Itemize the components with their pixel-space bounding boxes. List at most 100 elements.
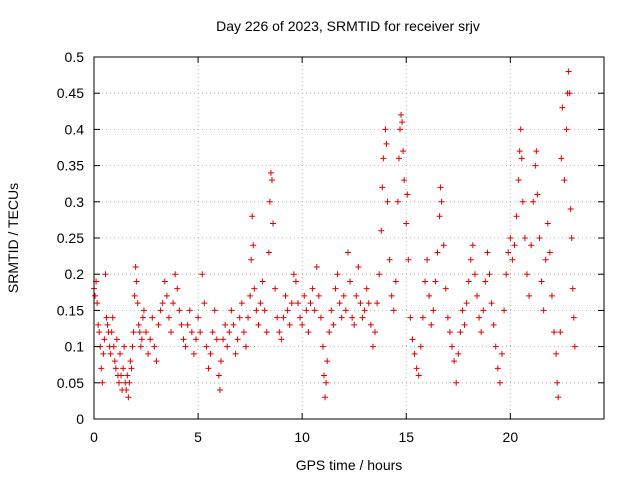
- data-point: [372, 329, 379, 336]
- data-point: [138, 336, 145, 343]
- chart-title: Day 226 of 2023, SRMTID for receiver srj…: [216, 18, 480, 34]
- data-point: [195, 314, 202, 321]
- data-point: [361, 307, 368, 314]
- data-point: [355, 263, 362, 270]
- data-point: [95, 321, 102, 328]
- data-point: [203, 343, 210, 350]
- data-point: [205, 365, 212, 372]
- data-point: [272, 285, 279, 292]
- data-point: [330, 321, 337, 328]
- data-point: [523, 271, 530, 278]
- data-point: [471, 271, 478, 278]
- data-point: [238, 300, 245, 307]
- data-point: [215, 372, 222, 379]
- data-point: [117, 350, 124, 357]
- data-point: [102, 271, 109, 278]
- data-point: [488, 300, 495, 307]
- data-point: [347, 278, 354, 285]
- x-tick-label: 5: [194, 429, 202, 445]
- data-point: [394, 198, 401, 205]
- data-point: [428, 321, 435, 328]
- y-tick-label: 0.5: [65, 49, 85, 65]
- data-point: [161, 278, 168, 285]
- data-point: [548, 292, 555, 299]
- data-point: [321, 372, 328, 379]
- data-point: [357, 300, 364, 307]
- data-point: [426, 292, 433, 299]
- data-point: [501, 307, 508, 314]
- data-point: [404, 191, 411, 198]
- data-point: [326, 329, 333, 336]
- y-tick-label: 0.35: [57, 158, 84, 174]
- data-point: [220, 336, 227, 343]
- data-point: [532, 162, 539, 169]
- data-point: [255, 321, 262, 328]
- data-point: [558, 155, 565, 162]
- data-point: [242, 343, 249, 350]
- data-point: [170, 300, 177, 307]
- data-point: [92, 292, 99, 299]
- data-point: [245, 314, 252, 321]
- data-point: [553, 350, 560, 357]
- data-point: [98, 365, 105, 372]
- data-point: [130, 329, 137, 336]
- data-point: [544, 220, 551, 227]
- y-tick-label: 0.25: [57, 230, 84, 246]
- data-point: [324, 358, 331, 365]
- data-point: [101, 336, 108, 343]
- data-point: [526, 292, 533, 299]
- data-point: [376, 271, 383, 278]
- data-point: [563, 126, 570, 133]
- data-point: [380, 155, 387, 162]
- data-point: [197, 329, 204, 336]
- data-point: [311, 307, 318, 314]
- data-point: [292, 278, 299, 285]
- data-point: [109, 314, 116, 321]
- data-point: [390, 307, 397, 314]
- data-point: [379, 184, 386, 191]
- data-point: [378, 227, 385, 234]
- data-point: [399, 119, 406, 126]
- data-point: [403, 220, 410, 227]
- data-point: [165, 314, 172, 321]
- axis-tick-labels: 0 0.05 0.1 0.15 0.2 0.25 0.3 0.35 0.4 0.45 0.5 0 5 10…: [57, 49, 519, 445]
- data-point: [125, 394, 132, 401]
- data-point: [315, 292, 322, 299]
- data-point: [542, 256, 549, 263]
- y-tick-label: 0.05: [57, 375, 84, 391]
- x-tick-label: 10: [294, 429, 310, 445]
- data-point: [103, 314, 110, 321]
- data-point: [319, 343, 326, 350]
- data-point: [249, 213, 256, 220]
- x-axis-label: GPS time / hours: [296, 457, 403, 473]
- data-point: [384, 198, 391, 205]
- data-point: [557, 329, 564, 336]
- data-point: [551, 329, 558, 336]
- data-point: [111, 358, 118, 365]
- data-point: [135, 321, 142, 328]
- data-point: [228, 307, 235, 314]
- data-point: [424, 256, 431, 263]
- data-point: [392, 278, 399, 285]
- data-point: [336, 300, 343, 307]
- data-point: [226, 329, 233, 336]
- data-point: [365, 300, 372, 307]
- data-point: [209, 329, 216, 336]
- data-point: [342, 307, 349, 314]
- data-point: [201, 300, 208, 307]
- data-point: [143, 329, 150, 336]
- data-point: [465, 278, 472, 285]
- data-point: [494, 365, 501, 372]
- data-point: [99, 379, 106, 386]
- data-point: [151, 343, 158, 350]
- data-point: [313, 263, 320, 270]
- data-point: [349, 314, 356, 321]
- data-point: [303, 307, 310, 314]
- data-point: [569, 285, 576, 292]
- data-point: [186, 307, 193, 314]
- data-point: [540, 307, 547, 314]
- data-point: [188, 329, 195, 336]
- data-point: [213, 336, 220, 343]
- data-point: [286, 321, 293, 328]
- data-point: [107, 350, 114, 357]
